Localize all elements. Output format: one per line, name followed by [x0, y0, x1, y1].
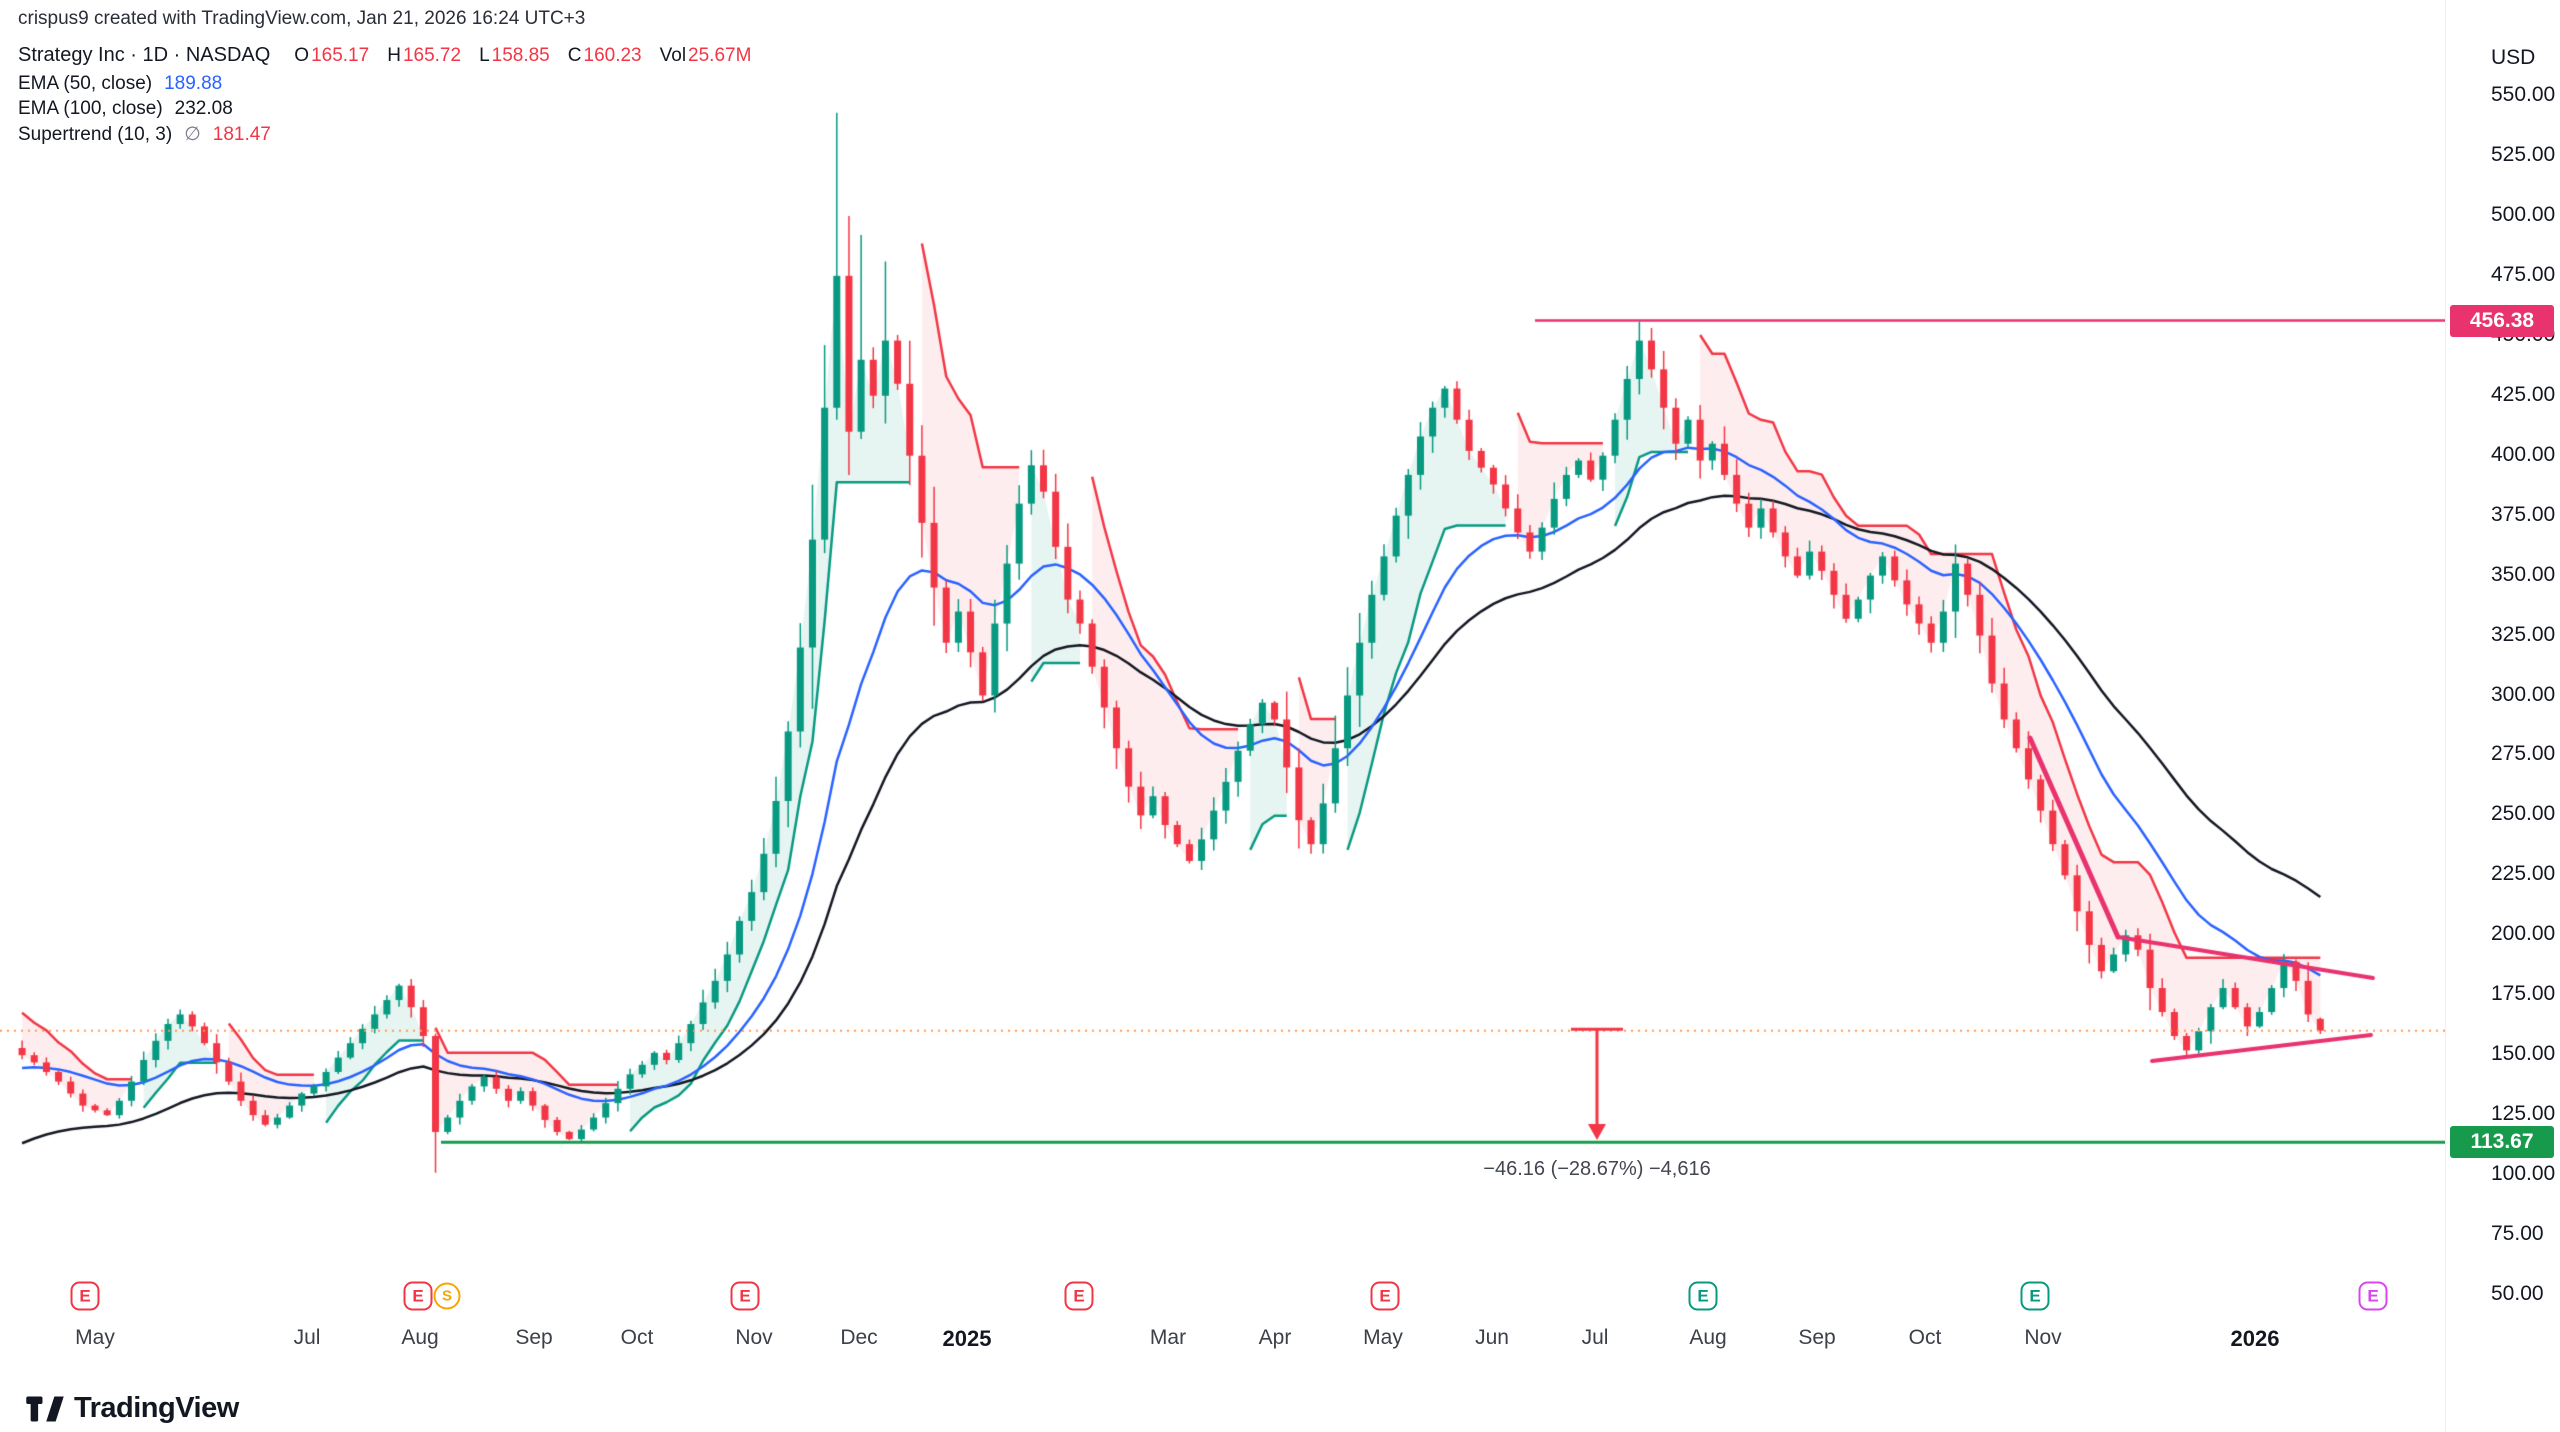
earnings-marker[interactable]: E [1370, 1281, 1400, 1311]
time-axis-label: Dec [840, 1326, 878, 1349]
earnings-marker[interactable]: E [730, 1281, 760, 1311]
price-tick-label: 75.00 [2491, 1222, 2544, 1246]
price-tick-label: 275.00 [2491, 742, 2556, 766]
ema50-name: EMA (50, close) [18, 73, 153, 94]
time-axis-label: Sep [515, 1326, 553, 1349]
price-tick-label: 50.00 [2491, 1282, 2544, 1305]
symbol-title: Strategy Inc · 1D · NASDAQ [18, 44, 271, 66]
price-tick-label: 525.00 [2491, 142, 2556, 166]
indicator-ema50[interactable]: EMA (50, close) 189.88 [18, 73, 222, 95]
price-tick-label: 300.00 [2491, 682, 2556, 706]
time-axis-label: Mar [1149, 1326, 1187, 1349]
time-axis-label: 2025 [942, 1326, 992, 1351]
time-axis[interactable]: May Jul Aug Sep Oct Nov Dec 2025 Mar Apr May Jun Jul… [0, 1318, 2445, 1364]
earnings-marker[interactable]: E [2358, 1281, 2388, 1311]
low-label: L [479, 44, 490, 66]
indicator-ema100[interactable]: EMA (100, close) 232.08 [18, 98, 233, 120]
time-axis-label: Oct [1908, 1326, 1942, 1349]
supertrend-value: 181.47 [212, 123, 271, 145]
price-tick-label: 425.00 [2491, 382, 2556, 406]
currency-label: USD [2491, 46, 2536, 69]
tradingview-logo[interactable]: TradingView [26, 1392, 239, 1425]
tradingview-wordmark: TradingView [74, 1392, 239, 1424]
earnings-marker[interactable]: E [1064, 1281, 1094, 1311]
split-marker[interactable]: S [433, 1282, 461, 1310]
earnings-marker[interactable]: E [70, 1281, 100, 1311]
price-tick-label: 225.00 [2491, 862, 2556, 886]
low-value: 158.85 [491, 44, 550, 66]
time-axis-label: Nov [2024, 1326, 2062, 1349]
volume-label: Vol [659, 44, 687, 66]
ema100-value: 232.08 [174, 98, 233, 119]
price-tick-label: 500.00 [2491, 202, 2556, 226]
time-axis-label: May [75, 1326, 115, 1349]
price-tick-label: 350.00 [2491, 562, 2556, 586]
earnings-marker[interactable]: E [1688, 1281, 1718, 1311]
time-axis-label: Jun [1475, 1326, 1509, 1349]
time-axis-label: Oct [620, 1326, 654, 1349]
price-tick-label: 150.00 [2491, 1042, 2556, 1066]
ohlc-low: L 158.85 [471, 45, 550, 67]
time-axis-label: Aug [1689, 1326, 1727, 1349]
time-axis-label: Jul [1581, 1326, 1609, 1349]
time-axis-label: Nov [735, 1326, 773, 1349]
close-value: 160.23 [583, 44, 642, 66]
ohlc-high: H 165.72 [379, 45, 461, 67]
earnings-marker[interactable]: E [2020, 1281, 2050, 1311]
price-tick-label: 100.00 [2491, 1162, 2556, 1186]
time-axis-label: Aug [401, 1326, 439, 1349]
price-line-badge: 113.67 [2450, 1126, 2554, 1159]
price-tick-label: 175.00 [2491, 982, 2556, 1006]
attribution: crispus9 created with TradingView.com, J… [18, 8, 586, 29]
price-tick-label: 325.00 [2491, 622, 2556, 646]
time-axis-label: 2026 [2230, 1326, 2280, 1351]
ema100-name: EMA (100, close) [18, 98, 163, 119]
ema50-value: 189.88 [164, 73, 223, 94]
measure-label: −46.16 (−28.67%) −4,616 [1483, 1157, 1711, 1180]
indicator-supertrend[interactable]: Supertrend (10, 3) ∅ 181.47 [18, 123, 271, 146]
time-axis-label: Apr [1258, 1326, 1292, 1349]
price-axis[interactable]: USD 550.00525.00500.00475.00450.00425.00… [2445, 0, 2560, 1432]
symbol-legend[interactable]: Strategy Inc · 1D · NASDAQ O 165.17 H 165.… [18, 44, 751, 67]
tradingview-logo-icon [26, 1396, 64, 1421]
price-tick-label: 375.00 [2491, 502, 2556, 526]
high-label: H [387, 44, 401, 66]
price-tick-label: 200.00 [2491, 922, 2556, 946]
price-tick-label: 250.00 [2491, 802, 2556, 826]
price-tick-label: 400.00 [2491, 442, 2556, 466]
volume-value: 25.67M [688, 44, 752, 66]
time-axis-label: Jul [293, 1326, 321, 1349]
price-tick-label: 125.00 [2491, 1102, 2556, 1126]
price-line-badge: 456.38 [2450, 304, 2554, 337]
volume: Vol 25.67M [652, 45, 752, 67]
time-axis-label: May [1363, 1326, 1403, 1349]
open-value: 165.17 [311, 44, 370, 66]
close-label: C [567, 44, 582, 66]
price-tick-label: 550.00 [2491, 83, 2556, 106]
open-label: O [294, 44, 310, 66]
time-axis-label: Sep [1798, 1326, 1836, 1349]
high-value: 165.72 [402, 44, 462, 66]
ohlc-open: O 165.17 [286, 45, 369, 67]
supertrend-avg-icon: ∅ [184, 124, 201, 145]
ohlc-close: C 160.23 [560, 45, 642, 67]
earnings-marker[interactable]: E [403, 1281, 433, 1311]
supertrend-name: Supertrend (10, 3) [18, 123, 173, 145]
price-tick-label: 475.00 [2491, 262, 2556, 286]
